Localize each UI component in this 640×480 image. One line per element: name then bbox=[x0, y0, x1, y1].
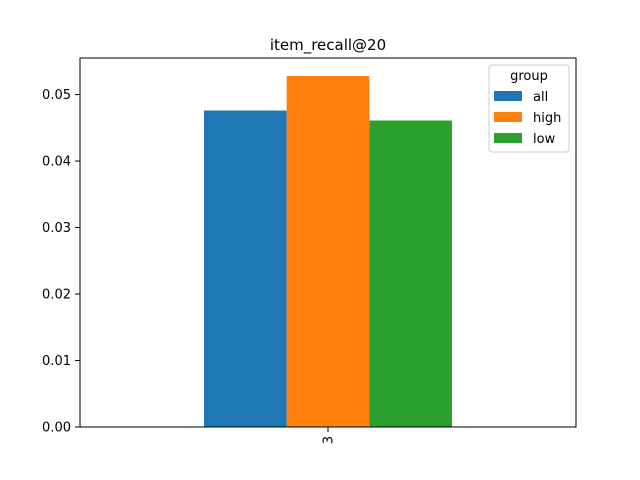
y-axis: 0.00 0.01 0.02 0.03 0.04 0.05 bbox=[42, 88, 80, 436]
legend-swatch-high bbox=[494, 112, 522, 122]
y-tick-label: 0.01 bbox=[42, 354, 71, 369]
legend-swatch-all bbox=[494, 91, 522, 101]
bar-all bbox=[204, 110, 287, 427]
y-tick-label: 0.03 bbox=[42, 221, 71, 236]
legend-swatch-low bbox=[494, 133, 522, 143]
legend-label-all: all bbox=[533, 90, 548, 105]
x-tick-label: 3 bbox=[322, 436, 337, 444]
legend-label-high: high bbox=[533, 111, 561, 126]
y-tick-label: 0.00 bbox=[42, 421, 71, 436]
chart-title: item_recall@20 bbox=[270, 36, 386, 55]
legend: group all high low bbox=[488, 64, 570, 153]
y-tick-label: 0.05 bbox=[42, 88, 71, 103]
bar-high bbox=[286, 75, 370, 427]
y-tick-label: 0.02 bbox=[42, 288, 71, 303]
legend-title: group bbox=[510, 69, 548, 84]
legend-box bbox=[488, 64, 570, 153]
legend-items: all high low bbox=[494, 90, 561, 147]
legend-label-low: low bbox=[533, 132, 556, 147]
y-tick-label: 0.04 bbox=[42, 155, 71, 170]
bars-group bbox=[204, 75, 452, 427]
x-axis: 3 bbox=[322, 427, 337, 444]
bar-low bbox=[369, 120, 452, 427]
